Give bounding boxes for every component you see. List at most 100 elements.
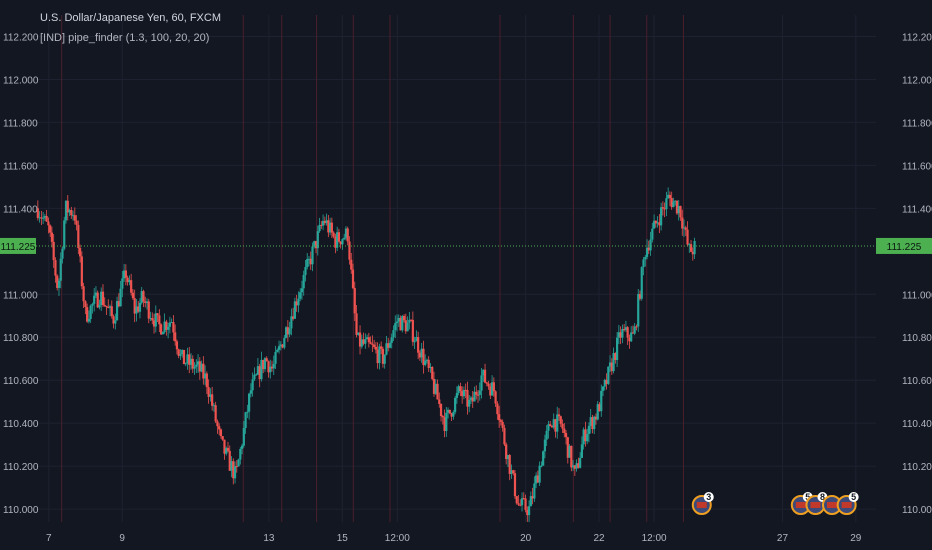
candle-body [71, 215, 75, 217]
candlestick-series[interactable] [36, 187, 696, 523]
candle-body [638, 294, 642, 299]
candle-body [395, 321, 399, 324]
candle-body [302, 274, 305, 289]
candle-body [517, 503, 520, 505]
candle-body [503, 427, 506, 445]
event-count: 5 [851, 492, 856, 502]
candle-body [277, 346, 281, 350]
candle-body [103, 304, 106, 306]
candle-body [242, 427, 245, 446]
price-axis[interactable]: 112.200 112.200 112.000 112.000 111.800 111.8… [3, 32, 932, 516]
candle-body [355, 313, 358, 335]
flag-stripe [795, 502, 806, 508]
candle-body [272, 363, 275, 369]
event-count: 3 [706, 492, 711, 502]
candle-body [225, 447, 228, 454]
last-price-tag [876, 237, 932, 254]
candle-body [133, 298, 136, 314]
time-tick-label: 15 [337, 533, 349, 544]
time-tick-label: 9 [119, 533, 125, 544]
candle-body [233, 466, 237, 479]
candle-body [348, 241, 351, 260]
candle-body [358, 332, 362, 347]
time-tick-label: 20 [520, 533, 532, 544]
price-tick-label: 111.400 [3, 204, 38, 215]
candle-body [619, 332, 622, 338]
candle-body [49, 225, 52, 233]
candle-body [105, 305, 108, 308]
candle-body [288, 328, 291, 335]
candle-body [397, 317, 400, 322]
candle-body [219, 429, 223, 437]
candle-body [119, 288, 122, 307]
candle-body [469, 397, 473, 400]
candle-body [307, 258, 311, 260]
candle-body [441, 415, 444, 418]
candle-body [91, 303, 94, 306]
candle-body [290, 316, 293, 329]
candle-body [66, 200, 69, 213]
candle-body [547, 424, 550, 431]
event-count: 8 [820, 492, 825, 502]
price-tick-label: 110.200 [3, 462, 39, 473]
candle-body [431, 367, 434, 379]
candle-body [239, 448, 242, 460]
candle-body [652, 220, 656, 229]
candle-body [362, 339, 365, 344]
candle-body [38, 217, 41, 219]
time-axis[interactable]: 7 9 13 15 12:00 20 22 12:00 27 29 [46, 533, 862, 544]
symbol-title[interactable]: U.S. Dollar/Japanese Yen, 60, FXCM [40, 12, 221, 24]
candle-body [658, 222, 661, 226]
candle-body [193, 366, 196, 369]
candle-body [172, 322, 175, 333]
candle-body [580, 444, 583, 458]
candle-body [226, 447, 230, 451]
candle-body [494, 391, 497, 404]
candle-body [332, 232, 335, 237]
candle-body [466, 390, 469, 407]
candle-body [550, 426, 554, 428]
candle-body [313, 241, 316, 247]
candle-body [93, 295, 96, 304]
candle-body [510, 470, 513, 474]
candle-body [527, 506, 531, 516]
price-tick-label: 112.000 [902, 75, 932, 86]
event-flag-icon[interactable]: 3 [691, 492, 714, 515]
candle-body [314, 241, 318, 249]
candle-body [607, 366, 610, 384]
price-tick-label: 112.000 [3, 75, 39, 86]
candle-body [612, 353, 615, 372]
grid-lines [36, 15, 876, 522]
candle-body [56, 275, 59, 288]
last-price-label: 111.225 [887, 242, 922, 253]
candle-body [637, 294, 640, 327]
candle-body [668, 194, 672, 199]
event-flag-icon[interactable]: 5 [836, 492, 859, 515]
candle-body [559, 416, 562, 424]
candle-body [610, 362, 613, 372]
candle-body [468, 399, 471, 407]
candle-body [374, 346, 377, 350]
price-tick-label: 110.800 [3, 333, 39, 344]
candle-body [538, 465, 541, 483]
time-tick-label: 12:00 [385, 533, 410, 544]
candle-body [195, 364, 198, 367]
indicator-legend[interactable]: [IND] pipe_finder (1.3, 100, 20, 20) [40, 32, 210, 44]
candle-body [316, 231, 319, 249]
price-tick-label: 110.200 [902, 462, 932, 473]
candle-body [383, 354, 386, 364]
candle-body [587, 425, 591, 434]
candle-body [246, 411, 249, 413]
candle-body [411, 319, 414, 342]
candle-body [568, 445, 571, 458]
candle-body [478, 390, 481, 395]
candle-body [584, 429, 587, 442]
candle-body [691, 251, 694, 255]
candle-body [214, 405, 217, 422]
candle-body [415, 337, 418, 342]
candle-body [221, 436, 224, 440]
candle-body [399, 317, 402, 331]
candle-body [149, 318, 152, 320]
